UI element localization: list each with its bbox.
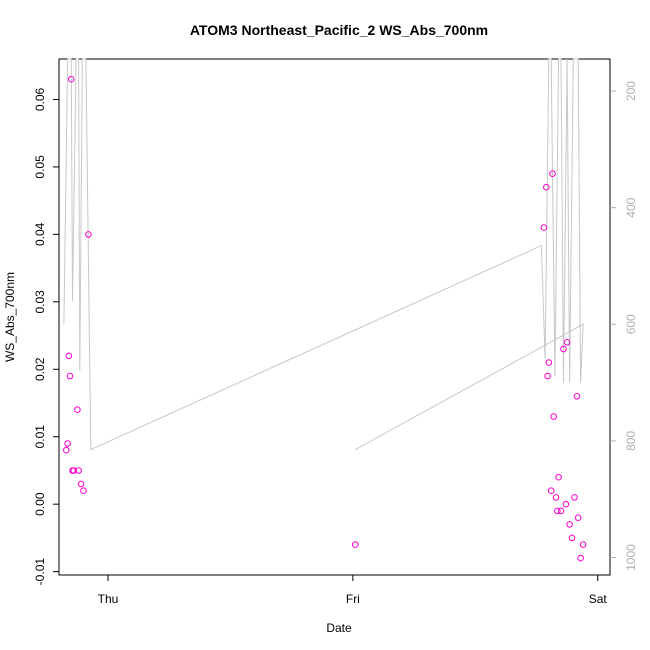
grey-line-series	[63, 58, 584, 451]
y-tick-label: 0.00	[33, 492, 47, 516]
data-point	[545, 359, 553, 366]
x-tick-label: Thu	[98, 592, 119, 606]
data-point	[85, 231, 92, 238]
x-tick-label: Sat	[589, 592, 608, 606]
y2-tick-label: 200	[624, 81, 638, 101]
data-point	[579, 541, 587, 548]
data-point	[66, 372, 74, 380]
data-point	[540, 224, 548, 231]
data-point	[552, 494, 560, 501]
y2-tick-label: 800	[624, 431, 638, 451]
data-point	[554, 507, 561, 515]
data-point	[566, 521, 573, 528]
data-point	[577, 554, 584, 562]
x-axis: Thu Fri Sat	[98, 574, 608, 606]
data-point	[64, 440, 71, 447]
data-point	[75, 467, 82, 474]
y-axis-label: WS_Abs_700nm	[3, 272, 17, 362]
y2-tick-label: 1000	[624, 544, 638, 571]
x-tick-label: Fri	[346, 592, 360, 606]
chart-title: ATOM3 Northeast_Pacific_2 WS_Abs_700nm	[190, 22, 488, 38]
data-point	[560, 345, 567, 353]
data-point	[67, 75, 75, 83]
data-point	[557, 507, 565, 515]
y-axis: -0.01 0.00 0.01 0.02 0.03 0.04 0.05 0.06	[33, 87, 59, 585]
data-point	[555, 473, 562, 481]
data-point	[63, 446, 70, 454]
y-tick-label: 0.02	[33, 357, 47, 381]
data-point	[547, 487, 555, 495]
y-tick-label: -0.01	[33, 558, 47, 586]
y-tick-label: 0.05	[33, 155, 47, 179]
data-point	[70, 467, 77, 474]
y2-tick-label: 400	[624, 197, 638, 217]
y-tick-label: 0.04	[33, 222, 47, 246]
data-point	[80, 487, 87, 495]
data-point	[571, 494, 578, 501]
data-point	[563, 339, 571, 346]
x-axis-label: Date	[326, 621, 352, 635]
grey-line	[63, 58, 584, 451]
data-point	[573, 393, 581, 400]
y-tick-label: 0.03	[33, 290, 47, 314]
data-point	[352, 541, 359, 548]
data-point	[544, 372, 551, 380]
data-point	[568, 534, 576, 542]
y2-axis: 200 400 600 800 1000	[610, 81, 638, 571]
y-tick-label: 0.06	[33, 87, 47, 111]
data-point	[74, 406, 81, 414]
data-point	[574, 514, 582, 522]
y-tick-label: 0.01	[33, 425, 47, 449]
data-point	[77, 480, 85, 488]
data-point	[550, 413, 558, 420]
data-point	[543, 183, 550, 191]
data-point	[65, 352, 73, 360]
plot-border	[58, 58, 611, 576]
data-point	[562, 500, 570, 508]
point-series	[63, 75, 587, 562]
data-point	[549, 170, 556, 177]
y2-tick-label: 600	[624, 314, 638, 334]
